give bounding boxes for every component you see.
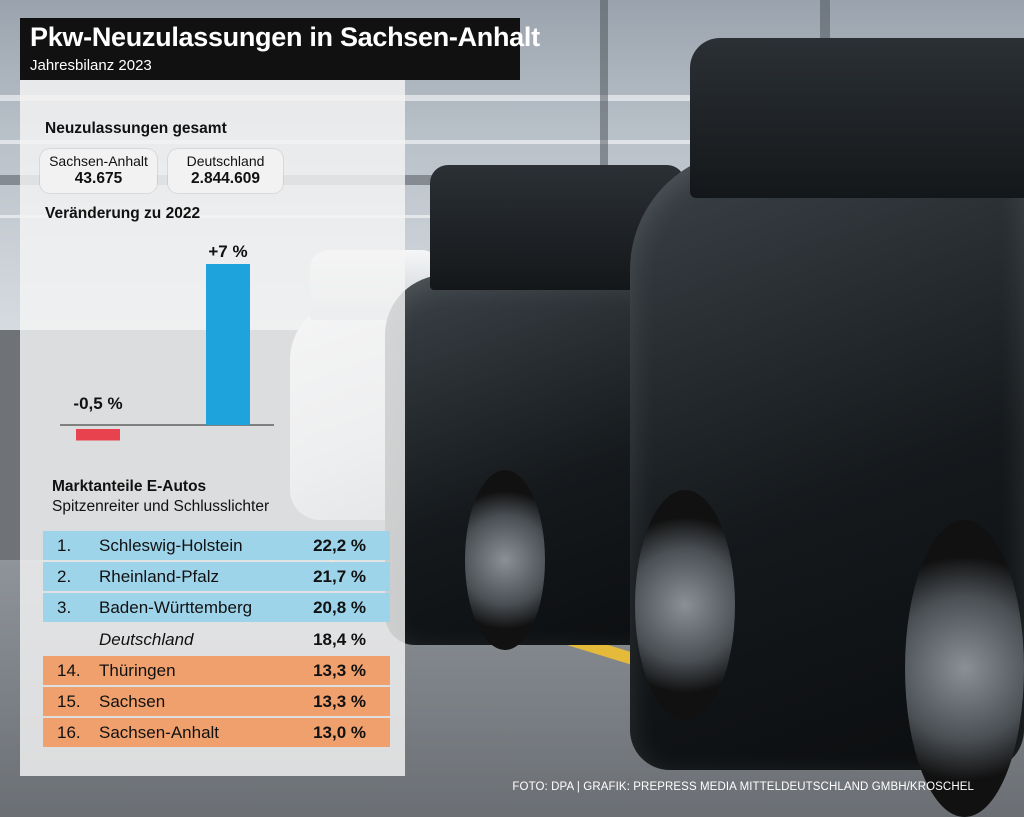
ranking-position: 15. <box>57 692 81 711</box>
ranking-share-value: 13,3 % <box>313 692 366 711</box>
wheel <box>905 520 1024 817</box>
ranking-share-value: 22,2 % <box>313 536 366 555</box>
ranking-position: 1. <box>57 536 72 555</box>
ranking-share-value: 13,3 % <box>313 660 366 680</box>
title-box <box>20 18 520 80</box>
ranking-position: 16. <box>57 723 81 743</box>
stat-label: Deutschland <box>186 153 265 169</box>
ranking-share-value: 21,7 % <box>313 567 366 587</box>
ranking-position: 3. <box>57 598 72 618</box>
wheel <box>635 490 735 720</box>
ranking-state-name: Baden-Württemberg <box>99 598 253 618</box>
page-title: Pkw-Neuzulassungen in Sachsen-Anhalt <box>30 22 540 52</box>
bar-deutschland <box>206 264 250 425</box>
bar-sachsen-anhalt <box>76 429 120 441</box>
ranking-row: 14. Thüringen 13,3 % <box>43 655 390 685</box>
ranking-state-name: Rheinland-Pfalz <box>99 567 220 587</box>
ranking-state-name: Deutschland <box>99 629 194 649</box>
photo-credit: FOTO: DPA | GRAFIK: PREPRESS MEDIA MITTE… <box>512 781 974 793</box>
ranking-row: 16. Sachsen-Anhalt 13,0 % <box>43 718 390 748</box>
ranking-position: 14. <box>57 660 81 680</box>
bar-data-label: -0,5 % <box>73 394 122 413</box>
ranking-row: 3. Baden-Württemberg 20,8 % <box>43 593 390 623</box>
ranking-row: Deutschland 18,4 % <box>43 625 390 654</box>
stat-value: 2.844.609 <box>191 170 260 187</box>
ranking-row: 15. Sachsen 13,3 % <box>43 687 390 716</box>
ranking-state-name: Thüringen <box>99 660 176 680</box>
ranking-share-value: 18,4 % <box>313 629 366 649</box>
ranking-state-name: Sachsen <box>99 692 166 711</box>
ceiling-beam <box>0 95 1024 101</box>
ranking-position: 2. <box>57 567 72 587</box>
totals-heading: Neuzulassungen gesamt <box>45 120 227 137</box>
stat-value: 43.675 <box>74 170 123 187</box>
stat-label: Sachsen-Anhalt <box>49 153 148 169</box>
ranking-state-name: Schleswig-Holstein <box>99 536 243 555</box>
black-car-front-hatch <box>690 38 1024 198</box>
change-heading: Veränderung zu 2022 <box>45 205 201 222</box>
ceiling-beam <box>0 140 1024 144</box>
stat-card-deutschland: Deutschland 2.844.609 <box>168 149 283 193</box>
ranking-heading: Marktanteile E-Autos <box>52 478 207 495</box>
ceiling-pillar <box>600 0 608 300</box>
page-subtitle: Jahresbilanz 2023 <box>30 57 152 74</box>
bar-data-label: +7 % <box>208 242 247 261</box>
stat-card-sachsen-anhalt: Sachsen-Anhalt 43.675 <box>40 149 157 193</box>
ranking-state-name: Sachsen-Anhalt <box>99 723 220 743</box>
ranking-share-value: 13,0 % <box>313 723 366 743</box>
ranking-share-value: 20,8 % <box>313 598 366 618</box>
wheel <box>465 470 545 650</box>
change-bar-chart: -0,5 % +7 % <box>60 242 274 441</box>
ranking-subheading: Spitzenreiter und Schlusslichter <box>52 498 270 515</box>
ranking-row: 2. Rheinland-Pfalz 21,7 % <box>43 562 390 592</box>
ranking-row: 1. Schleswig-Holstein 22,2 % <box>43 531 390 560</box>
